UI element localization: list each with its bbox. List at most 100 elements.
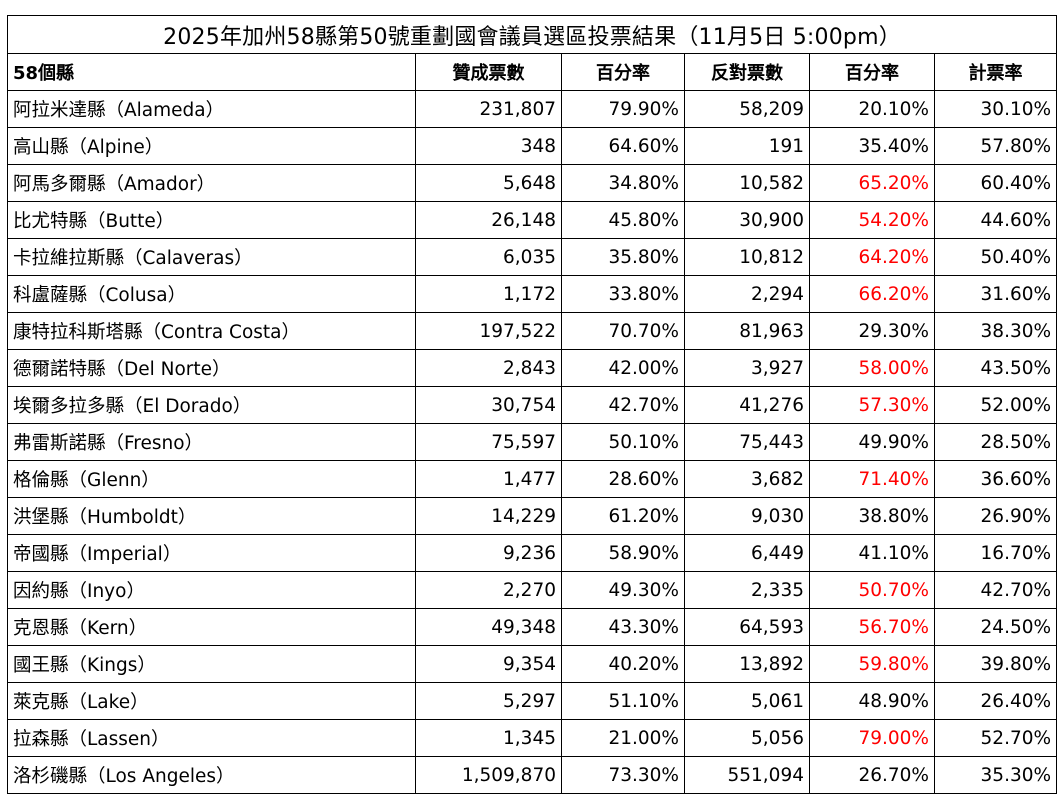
yes-votes-cell: 14,229 <box>415 497 562 535</box>
county-cell: 比尤特縣（Butte） <box>7 201 416 239</box>
counted-cell: 36.60% <box>933 460 1058 498</box>
counted-cell: 57.80% <box>933 127 1058 165</box>
county-cell: 阿馬多爾縣（Amador） <box>7 164 416 202</box>
no-votes-cell: 13,892 <box>684 645 810 683</box>
yes-pct-cell: 70.70% <box>561 312 685 350</box>
yes-pct-cell: 33.80% <box>561 275 685 313</box>
yes-votes-cell: 5,648 <box>415 164 562 202</box>
table-row: 洪堡縣（Humboldt） 14,229 61.20% 9,030 38.80% 26.9… <box>7 497 1058 535</box>
yes-votes-cell: 9,354 <box>415 645 562 683</box>
counted-cell: 43.50% <box>933 349 1058 387</box>
county-cell: 洪堡縣（Humboldt） <box>7 497 416 535</box>
table-row: 弗雷斯諾縣（Fresno） 75,597 50.10% 75,443 49.90% 28.… <box>7 423 1058 461</box>
no-votes-cell: 64,593 <box>684 608 810 646</box>
yes-votes-cell: 6,035 <box>415 238 562 276</box>
no-votes-cell: 6,449 <box>684 534 810 572</box>
table-row: 洛杉磯縣（Los Angeles） 1,509,870 73.30% 551,094 2… <box>7 756 1058 794</box>
yes-votes-cell: 1,477 <box>415 460 562 498</box>
counted-cell: 39.80% <box>933 645 1058 683</box>
county-cell: 拉森縣（Lassen） <box>7 719 416 757</box>
no-pct-cell: 71.40% <box>809 460 935 498</box>
table-row: 因約縣（Inyo） 2,270 49.30% 2,335 50.70% 42.70% <box>7 571 1058 609</box>
no-pct-cell: 20.10% <box>809 90 935 128</box>
no-pct-cell: 54.20% <box>809 201 935 239</box>
no-votes-cell: 41,276 <box>684 386 810 424</box>
county-cell: 克恩縣（Kern） <box>7 608 416 646</box>
yes-pct-cell: 42.00% <box>561 349 685 387</box>
header-row: 58個縣 贊成票數 百分率 反對票數 百分率 計票率 <box>7 53 1058 91</box>
yes-pct-cell: 58.90% <box>561 534 685 572</box>
table-row: 比尤特縣（Butte） 26,148 45.80% 30,900 54.20% 44.60… <box>7 201 1058 239</box>
header-counted: 計票率 <box>933 53 1058 91</box>
county-cell: 高山縣（Alpine） <box>7 127 416 165</box>
table-row: 萊克縣（Lake） 5,297 51.10% 5,061 48.90% 26.40% <box>7 682 1058 720</box>
counted-cell: 26.40% <box>933 682 1058 720</box>
yes-pct-cell: 35.80% <box>561 238 685 276</box>
no-votes-cell: 58,209 <box>684 90 810 128</box>
yes-votes-cell: 49,348 <box>415 608 562 646</box>
no-votes-cell: 81,963 <box>684 312 810 350</box>
table-row: 帝國縣（Imperial） 9,236 58.90% 6,449 41.10% 16.70… <box>7 534 1058 572</box>
table-row: 科盧薩縣（Colusa） 1,172 33.80% 2,294 66.20% 31.60% <box>7 275 1058 313</box>
no-votes-cell: 10,812 <box>684 238 810 276</box>
county-cell: 帝國縣（Imperial） <box>7 534 416 572</box>
title-row: 2025年加州58縣第50號重劃國會議員選區投票結果（11月5日 5:00pm） <box>6 15 1058 54</box>
header-yes-votes: 贊成票數 <box>415 53 562 91</box>
counted-cell: 60.40% <box>933 164 1058 202</box>
results-body: 阿拉米達縣（Alameda） 231,807 79.90% 58,209 20.10% 3… <box>7 90 1058 794</box>
county-cell: 萊克縣（Lake） <box>7 682 416 720</box>
counted-cell: 26.90% <box>933 497 1058 535</box>
no-votes-cell: 2,294 <box>684 275 810 313</box>
no-pct-cell: 38.80% <box>809 497 935 535</box>
yes-pct-cell: 51.10% <box>561 682 685 720</box>
no-votes-cell: 75,443 <box>684 423 810 461</box>
counted-cell: 38.30% <box>933 312 1058 350</box>
no-pct-cell: 41.10% <box>809 534 935 572</box>
results-sheet: 2025年加州58縣第50號重劃國會議員選區投票結果（11月5日 5:00pm）… <box>6 15 1058 794</box>
no-pct-cell: 58.00% <box>809 349 935 387</box>
header-no-pct: 百分率 <box>809 53 935 91</box>
yes-pct-cell: 73.30% <box>561 756 685 794</box>
yes-pct-cell: 64.60% <box>561 127 685 165</box>
county-cell: 國王縣（Kings） <box>7 645 416 683</box>
table-row: 國王縣（Kings） 9,354 40.20% 13,892 59.80% 39.80% <box>7 645 1058 683</box>
yes-pct-cell: 79.90% <box>561 90 685 128</box>
yes-votes-cell: 75,597 <box>415 423 562 461</box>
county-cell: 因約縣（Inyo） <box>7 571 416 609</box>
no-pct-cell: 50.70% <box>809 571 935 609</box>
yes-votes-cell: 9,236 <box>415 534 562 572</box>
yes-votes-cell: 348 <box>415 127 562 165</box>
yes-votes-cell: 1,345 <box>415 719 562 757</box>
no-pct-cell: 65.20% <box>809 164 935 202</box>
counted-cell: 44.60% <box>933 201 1058 239</box>
county-cell: 格倫縣（Glenn） <box>7 460 416 498</box>
counted-cell: 24.50% <box>933 608 1058 646</box>
no-pct-cell: 26.70% <box>809 756 935 794</box>
no-votes-cell: 10,582 <box>684 164 810 202</box>
counted-cell: 42.70% <box>933 571 1058 609</box>
yes-pct-cell: 50.10% <box>561 423 685 461</box>
yes-pct-cell: 49.30% <box>561 571 685 609</box>
counted-cell: 35.30% <box>933 756 1058 794</box>
no-pct-cell: 29.30% <box>809 312 935 350</box>
no-votes-cell: 5,061 <box>684 682 810 720</box>
counted-cell: 30.10% <box>933 90 1058 128</box>
table-row: 克恩縣（Kern） 49,348 43.30% 64,593 56.70% 24.50% <box>7 608 1058 646</box>
yes-votes-cell: 197,522 <box>415 312 562 350</box>
no-pct-cell: 48.90% <box>809 682 935 720</box>
no-pct-cell: 79.00% <box>809 719 935 757</box>
no-pct-cell: 56.70% <box>809 608 935 646</box>
header-county: 58個縣 <box>7 53 416 91</box>
county-cell: 弗雷斯諾縣（Fresno） <box>7 423 416 461</box>
table-row: 拉森縣（Lassen） 1,345 21.00% 5,056 79.00% 52.70% <box>7 719 1058 757</box>
no-votes-cell: 3,927 <box>684 349 810 387</box>
no-votes-cell: 5,056 <box>684 719 810 757</box>
header-no-votes: 反對票數 <box>684 53 810 91</box>
counted-cell: 52.70% <box>933 719 1058 757</box>
counted-cell: 52.00% <box>933 386 1058 424</box>
no-votes-cell: 191 <box>684 127 810 165</box>
no-votes-cell: 3,682 <box>684 460 810 498</box>
counted-cell: 28.50% <box>933 423 1058 461</box>
table-row: 卡拉維拉斯縣（Calaveras） 6,035 35.80% 10,812 64.20%… <box>7 238 1058 276</box>
yes-votes-cell: 26,148 <box>415 201 562 239</box>
